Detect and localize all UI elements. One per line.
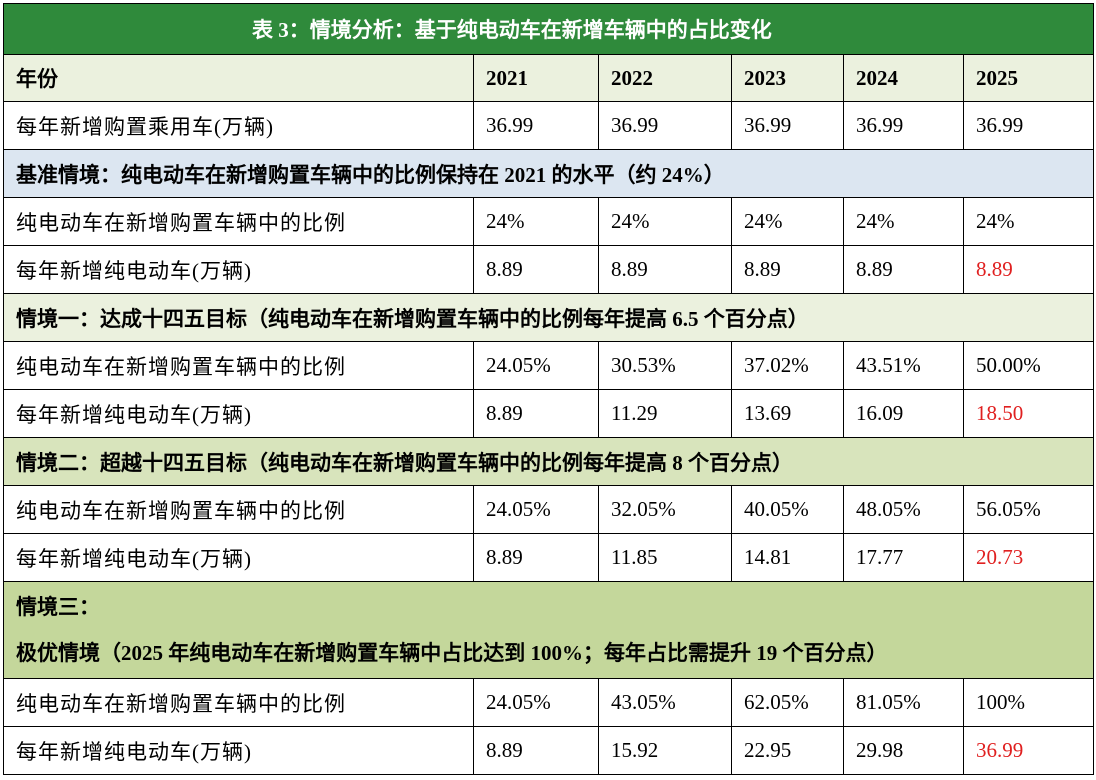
scenario-heading: 情境三： 极优情境（2025 年纯电动车在新增购置车辆中占比达到 100%；每年…	[3, 581, 1094, 679]
highlighted-cell: 20.73	[963, 533, 1094, 582]
total-row: 每年新增购置乘用车(万辆) 36.99 36.99 36.99 36.99 36…	[3, 101, 1094, 150]
scenario-heading: 情境二：超越十四五目标（纯电动车在新增购置车辆中的比例每年提高 8 个百分点）	[3, 437, 1094, 486]
row-label: 纯电动车在新增购置车辆中的比例	[3, 485, 474, 534]
table-cell: 24%	[731, 197, 844, 246]
header-year: 2021	[473, 54, 599, 102]
table-cell: 8.89	[473, 389, 599, 438]
table-cell: 50.00%	[963, 341, 1094, 390]
row-label: 每年新增纯电动车(万辆)	[3, 533, 474, 582]
table-cell: 24.05%	[473, 341, 599, 390]
row-label: 每年新增纯电动车(万辆)	[3, 245, 474, 294]
table-cell: 24%	[843, 197, 964, 246]
header-year: 2023	[731, 54, 844, 102]
table-cell: 29.98	[843, 726, 964, 775]
table-cell: 8.89	[473, 533, 599, 582]
header-year: 2024	[843, 54, 964, 102]
scenario-heading-line1: 情境三：	[16, 595, 100, 619]
ratio-row: 纯电动车在新增购置车辆中的比例 24.05% 32.05% 40.05% 48.…	[3, 485, 1094, 534]
ratio-row: 纯电动车在新增购置车辆中的比例 24.05% 30.53% 37.02% 43.…	[3, 341, 1094, 390]
table-cell: 8.89	[473, 245, 599, 294]
table-cell: 17.77	[843, 533, 964, 582]
table-cell: 22.95	[731, 726, 844, 775]
ratio-row: 纯电动车在新增购置车辆中的比例 24% 24% 24% 24% 24%	[3, 197, 1094, 246]
table-cell: 100%	[963, 678, 1094, 727]
table-cell: 24.05%	[473, 485, 599, 534]
ratio-row: 纯电动车在新增购置车辆中的比例 24.05% 43.05% 62.05% 81.…	[3, 678, 1094, 727]
scenario-heading-row: 情境三： 极优情境（2025 年纯电动车在新增购置车辆中占比达到 100%；每年…	[3, 581, 1094, 679]
table-cell: 36.99	[598, 101, 732, 150]
count-row: 每年新增纯电动车(万辆) 8.89 15.92 22.95 29.98 36.9…	[3, 726, 1094, 775]
row-label: 每年新增购置乘用车(万辆)	[3, 101, 474, 150]
header-year: 2025	[963, 54, 1094, 102]
table-cell: 11.85	[598, 533, 732, 582]
row-label: 纯电动车在新增购置车辆中的比例	[3, 197, 474, 246]
table-cell: 36.99	[963, 101, 1094, 150]
header-year: 2022	[598, 54, 732, 102]
row-label: 纯电动车在新增购置车辆中的比例	[3, 678, 474, 727]
row-label: 每年新增纯电动车(万辆)	[3, 389, 474, 438]
table-cell: 8.89	[473, 726, 599, 775]
scenario-heading: 基准情境：纯电动车在新增购置车辆中的比例保持在 2021 的水平（约 24%）	[3, 149, 1094, 198]
table-cell: 15.92	[598, 726, 732, 775]
highlighted-cell: 18.50	[963, 389, 1094, 438]
highlighted-cell: 36.99	[963, 726, 1094, 775]
table-cell: 8.89	[843, 245, 964, 294]
table-cell: 8.89	[731, 245, 844, 294]
scenario-heading-row: 情境二：超越十四五目标（纯电动车在新增购置车辆中的比例每年提高 8 个百分点）	[3, 437, 1094, 486]
count-row: 每年新增纯电动车(万辆) 8.89 11.29 13.69 16.09 18.5…	[3, 389, 1094, 438]
table-cell: 24.05%	[473, 678, 599, 727]
scenario-heading-line2: 极优情境（2025 年纯电动车在新增购置车辆中占比达到 100%；每年占比需提升…	[16, 641, 888, 665]
table-cell: 36.99	[473, 101, 599, 150]
table-cell: 48.05%	[843, 485, 964, 534]
header-row: 年份 2021 2022 2023 2024 2025	[3, 54, 1094, 102]
table-cell: 43.51%	[843, 341, 964, 390]
table-cell: 24%	[963, 197, 1094, 246]
table-title-row: 表 3：情境分析：基于纯电动车在新增车辆中的占比变化	[3, 3, 1094, 55]
header-label: 年份	[3, 54, 474, 102]
row-label: 每年新增纯电动车(万辆)	[3, 726, 474, 775]
table-cell: 36.99	[731, 101, 844, 150]
scenario-heading-row: 情境一：达成十四五目标（纯电动车在新增购置车辆中的比例每年提高 6.5 个百分点…	[3, 293, 1094, 342]
scenario-heading: 情境一：达成十四五目标（纯电动车在新增购置车辆中的比例每年提高 6.5 个百分点…	[3, 293, 1094, 342]
table-cell: 62.05%	[731, 678, 844, 727]
table-cell: 81.05%	[843, 678, 964, 727]
row-label: 纯电动车在新增购置车辆中的比例	[3, 341, 474, 390]
scenario-table: 表 3：情境分析：基于纯电动车在新增车辆中的占比变化 年份 2021 2022 …	[3, 3, 1094, 775]
count-row: 每年新增纯电动车(万辆) 8.89 11.85 14.81 17.77 20.7…	[3, 533, 1094, 582]
table-cell: 14.81	[731, 533, 844, 582]
table-cell: 16.09	[843, 389, 964, 438]
table-cell: 40.05%	[731, 485, 844, 534]
table-cell: 43.05%	[598, 678, 732, 727]
table-cell: 8.89	[598, 245, 732, 294]
table-title: 表 3：情境分析：基于纯电动车在新增车辆中的占比变化	[3, 3, 1094, 55]
highlighted-cell: 8.89	[963, 245, 1094, 294]
table-cell: 24%	[473, 197, 599, 246]
scenario-heading-row: 基准情境：纯电动车在新增购置车辆中的比例保持在 2021 的水平（约 24%）	[3, 149, 1094, 198]
table-cell: 56.05%	[963, 485, 1094, 534]
table-cell: 37.02%	[731, 341, 844, 390]
table-cell: 32.05%	[598, 485, 732, 534]
table-cell: 30.53%	[598, 341, 732, 390]
count-row: 每年新增纯电动车(万辆) 8.89 8.89 8.89 8.89 8.89	[3, 245, 1094, 294]
table-cell: 24%	[598, 197, 732, 246]
table-cell: 11.29	[598, 389, 732, 438]
table-cell: 36.99	[843, 101, 964, 150]
table-cell: 13.69	[731, 389, 844, 438]
